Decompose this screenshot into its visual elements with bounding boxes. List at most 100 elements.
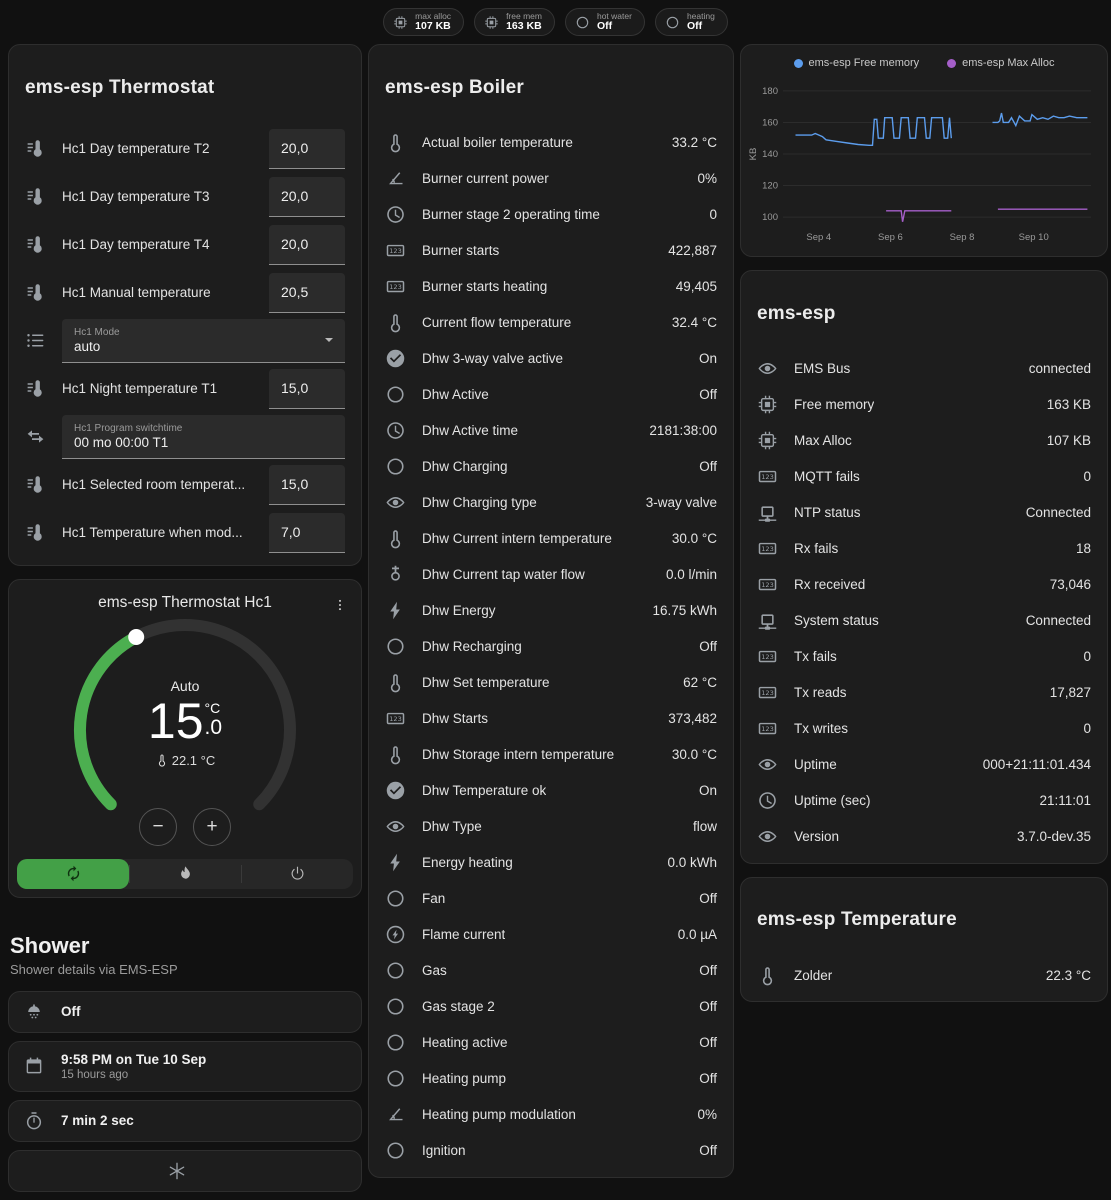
shower-tile[interactable] [8, 1149, 362, 1192]
number-input[interactable]: 7,0 [269, 512, 345, 553]
entity-row[interactable]: Hc1 Day temperature T4 20,0 [9, 221, 361, 269]
counter-icon [385, 708, 409, 729]
entity-row[interactable]: Gas Off [369, 953, 733, 989]
entity-name: Heating pump [422, 1071, 507, 1087]
legend-label: ems-esp Free memory [808, 57, 920, 69]
select-input[interactable]: Hc1 Mode auto [62, 318, 345, 363]
entity-row[interactable]: Free memory 163 KB [741, 387, 1107, 423]
entity-name: Heating active [422, 1035, 508, 1051]
temperature-increase-button[interactable]: + [193, 807, 231, 846]
entity-value: 16.75 kWh [652, 603, 717, 619]
legend-item[interactable]: ems-esp Max Alloc [947, 57, 1054, 69]
entity-row[interactable]: Dhw Energy 16.75 kWh [369, 593, 733, 629]
entity-row[interactable]: Heating pump Off [369, 1061, 733, 1097]
entity-list: EMS Bus connected Free memory 163 KB Max… [741, 345, 1107, 863]
entity-row[interactable]: Dhw Type flow [369, 809, 733, 845]
entity-row[interactable]: Max Alloc 107 KB [741, 423, 1107, 459]
entity-row[interactable]: Dhw Current intern temperature 30.0 °C [369, 521, 733, 557]
card-title: ems-esp [757, 302, 836, 324]
entity-row[interactable]: Gas stage 2 Off [369, 989, 733, 1025]
entity-row[interactable]: Tx reads 17,827 [741, 675, 1107, 711]
entity-row[interactable]: Hc1 Day temperature T3 20,0 [9, 173, 361, 221]
entity-row[interactable]: Dhw Current tap water flow 0.0 l/min [369, 557, 733, 593]
chip-icon [393, 15, 408, 30]
entity-value: 0% [697, 171, 717, 187]
shower-tile[interactable]: Off [8, 990, 362, 1033]
number-input[interactable]: 20,0 [269, 176, 345, 217]
entity-name: Hc1 Temperature when mod... [62, 525, 243, 541]
number-input[interactable]: 20,0 [269, 128, 345, 169]
status-chip[interactable]: max alloc 107 KB [383, 8, 465, 36]
entity-row[interactable]: Dhw Active time 2181:38:00 [369, 413, 733, 449]
entity-row[interactable]: Rx fails 18 [741, 531, 1107, 567]
legend-item[interactable]: ems-esp Free memory [793, 57, 920, 69]
entity-row[interactable]: Burner current power 0% [369, 161, 733, 197]
entity-row[interactable]: Burner stage 2 operating time 0 [369, 197, 733, 233]
entity-row[interactable]: Hc1 Mode auto [9, 317, 361, 365]
more-options-button[interactable] [327, 592, 353, 618]
entity-name: Dhw Storage intern temperature [422, 747, 615, 763]
number-input[interactable]: 20,5 [269, 272, 345, 313]
entity-row[interactable]: Dhw 3-way valve active On [369, 341, 733, 377]
entity-row[interactable]: Tx writes 0 [741, 711, 1107, 747]
status-chip[interactable]: free mem 163 KB [474, 8, 555, 36]
entity-row[interactable]: System status Connected [741, 603, 1107, 639]
entity-name: System status [794, 613, 879, 629]
entity-row[interactable]: Hc1 Temperature when mod... 7,0 [9, 509, 361, 557]
entity-row[interactable]: Actual boiler temperature 33.2 °C [369, 125, 733, 161]
entity-row[interactable]: Burner starts 422,887 [369, 233, 733, 269]
entity-row[interactable]: Zolder 22.3 °C [741, 957, 1107, 993]
entity-row[interactable]: Heating pump modulation 0% [369, 1097, 733, 1133]
text-input[interactable]: Hc1 Program switchtime 00 mo 00:00 T1 [62, 414, 345, 459]
entity-name: Gas stage 2 [422, 999, 495, 1015]
thermo-icon [757, 965, 781, 986]
entity-value: Off [699, 387, 717, 403]
entity-row[interactable]: Dhw Charging type 3-way valve [369, 485, 733, 521]
entity-row[interactable]: Current flow temperature 32.4 °C [369, 305, 733, 341]
entity-row[interactable]: Fan Off [369, 881, 733, 917]
number-input[interactable]: 15,0 [269, 368, 345, 409]
hvac-mode-heat-button[interactable] [129, 859, 241, 889]
entity-row[interactable]: Hc1 Manual temperature 20,5 [9, 269, 361, 317]
entity-row[interactable]: Rx received 73,046 [741, 567, 1107, 603]
entity-value: Off [699, 1071, 717, 1087]
entity-row[interactable]: EMS Bus connected [741, 351, 1107, 387]
entity-row[interactable]: Energy heating 0.0 kWh [369, 845, 733, 881]
entity-row[interactable]: Tx fails 0 [741, 639, 1107, 675]
entity-row[interactable]: Hc1 Day temperature T2 20,0 [9, 125, 361, 173]
shower-tile[interactable]: 7 min 2 sec [8, 1099, 362, 1142]
entity-row[interactable]: MQTT fails 0 [741, 459, 1107, 495]
entity-row[interactable]: Flame current 0.0 µA [369, 917, 733, 953]
status-chip[interactable]: hot water Off [564, 8, 645, 36]
temperature-decrease-button[interactable]: − [139, 807, 177, 846]
chip-list: max alloc 107 KB free mem 163 KB hot wat… [383, 8, 728, 36]
entity-row[interactable]: Dhw Set temperature 62 °C [369, 665, 733, 701]
number-input[interactable]: 15,0 [269, 464, 345, 505]
entity-row[interactable]: Dhw Active Off [369, 377, 733, 413]
number-input[interactable]: 20,0 [269, 224, 345, 265]
entity-row[interactable]: Dhw Recharging Off [369, 629, 733, 665]
check-circle-icon [385, 780, 409, 801]
entity-row[interactable]: Uptime (sec) 21:11:01 [741, 783, 1107, 819]
entity-row[interactable]: Hc1 Night temperature T1 15,0 [9, 365, 361, 413]
entity-row[interactable]: Dhw Temperature ok On [369, 773, 733, 809]
shower-tile[interactable]: 9:58 PM on Tue 10 Sep 15 hours ago [8, 1040, 362, 1092]
thermostat-dial[interactable]: Auto 15 °C .0 22.1 °C − + [69, 614, 301, 846]
entity-row[interactable]: Heating active Off [369, 1025, 733, 1061]
entity-row[interactable]: Uptime 000+21:11:01.434 [741, 747, 1107, 783]
entity-row[interactable]: Hc1 Program switchtime 00 mo 00:00 T1 [9, 413, 361, 461]
entity-row[interactable]: Burner starts heating 49,405 [369, 269, 733, 305]
entity-row[interactable]: Version 3.7.0-dev.35 [741, 819, 1107, 855]
entity-value: 0% [697, 1107, 717, 1123]
entity-row[interactable]: NTP status Connected [741, 495, 1107, 531]
entity-row[interactable]: Dhw Storage intern temperature 30.0 °C [369, 737, 733, 773]
status-chip[interactable]: heating Off [654, 8, 728, 36]
chip-label: max alloc [415, 10, 452, 21]
entity-row[interactable]: Hc1 Selected room temperat... 15,0 [9, 461, 361, 509]
entity-value: Off [699, 891, 717, 907]
hvac-mode-auto-button[interactable] [17, 858, 129, 889]
dial-handle[interactable] [128, 628, 145, 645]
hvac-mode-off-button[interactable] [241, 859, 353, 889]
entity-row[interactable]: Dhw Charging Off [369, 449, 733, 485]
entity-row[interactable]: Dhw Starts 373,482 [369, 701, 733, 737]
